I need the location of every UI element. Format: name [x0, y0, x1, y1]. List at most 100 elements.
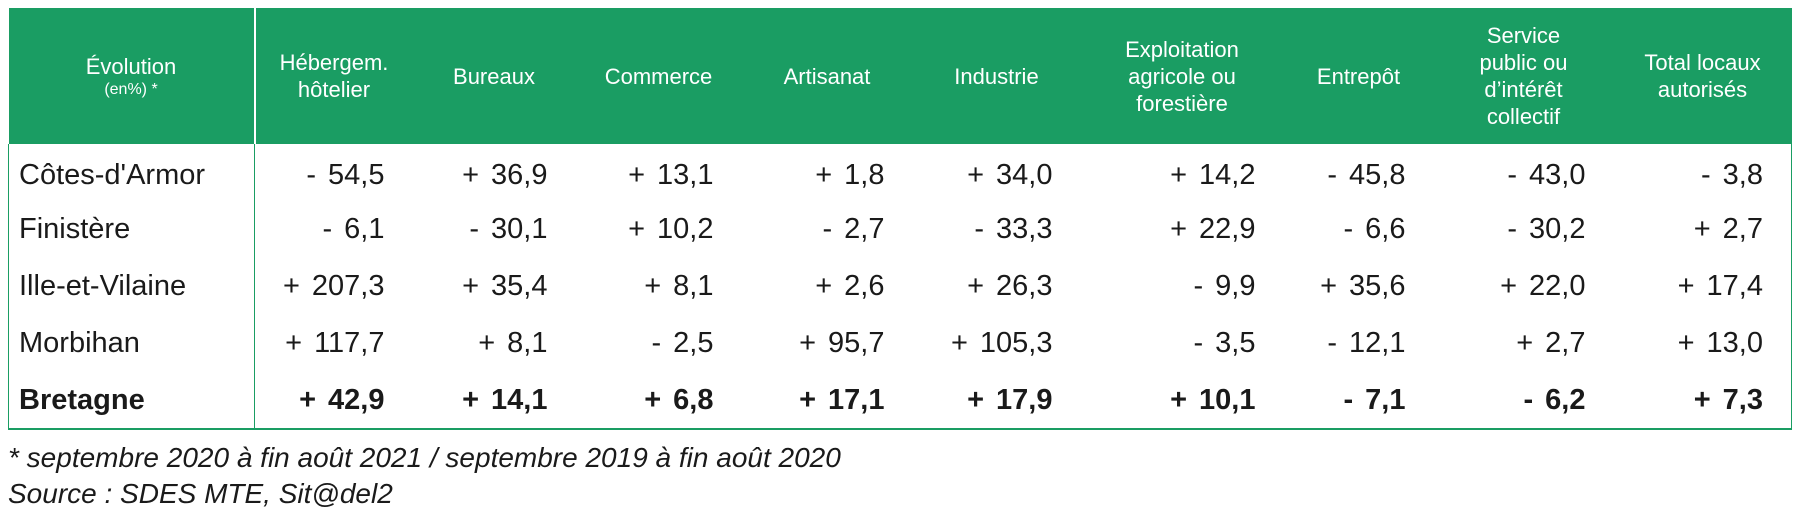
table-cell: +7,3	[1614, 372, 1792, 429]
cell-sign: +	[1170, 383, 1188, 416]
table-cell: -43,0	[1434, 144, 1614, 201]
cell-sign: +	[799, 383, 817, 416]
row-label: Bretagne	[8, 372, 255, 429]
table-cell: -3,8	[1614, 144, 1792, 201]
table-cell: +13,1	[576, 144, 742, 201]
header-col-line: Bureaux	[453, 63, 535, 89]
table-cell: +36,9	[413, 144, 576, 201]
table-cell: -33,3	[913, 201, 1081, 258]
header-evolution-label: Évolution	[85, 53, 177, 79]
cell-value: 2,6	[844, 270, 885, 302]
cell-value: 8,1	[673, 270, 714, 302]
header-row: Évolution (en%) * Hébergem. hôtelier Burea…	[8, 8, 1792, 144]
header-col: Hébergem. hôtelier	[254, 8, 413, 144]
cell-sign: +	[1693, 213, 1711, 245]
header-col-line: forestière	[1136, 90, 1228, 116]
cell-sign: -	[1343, 383, 1354, 416]
cell-value: 22,9	[1199, 213, 1256, 245]
header-col: Entrepôt	[1283, 8, 1434, 144]
header-col-line: Hébergem.	[279, 50, 389, 75]
table-cell: -6,6	[1284, 201, 1434, 258]
cell-value: 30,1	[491, 213, 548, 245]
cell-value: 43,0	[1529, 159, 1586, 191]
table-cell: -9,9	[1081, 258, 1284, 315]
table-cell: +6,8	[576, 372, 742, 429]
footnote-period: * septembre 2020 à fin août 2021 / septe…	[8, 442, 841, 473]
header-evolution-unit: (en%) *	[104, 80, 158, 98]
table-row: Ille-et-Vilaine +207,3 +35,4 +8,1 +2,6 +26,3-…	[8, 258, 1792, 315]
cell-sign: +	[1693, 383, 1711, 416]
cell-value: 117,7	[314, 327, 385, 359]
cell-sign: +	[967, 159, 985, 191]
header-col: Industrie	[912, 8, 1081, 144]
cell-value: 2,5	[673, 327, 714, 359]
table-cell: +22,9	[1081, 201, 1284, 258]
cell-sign: +	[1500, 270, 1518, 302]
header-col-line: hôtelier	[297, 77, 371, 102]
cell-sign: +	[1170, 213, 1188, 245]
cell-sign: +	[285, 327, 303, 359]
header-col-line: Industrie	[954, 63, 1039, 89]
cell-value: 7,1	[1365, 383, 1406, 416]
cell-sign: -	[822, 213, 833, 245]
table-cell: +26,3	[913, 258, 1081, 315]
evolution-table: Évolution (en%) * Hébergem. hôtelier Burea…	[8, 8, 1792, 430]
cell-value: 7,3	[1722, 383, 1763, 416]
cell-value: 17,1	[828, 383, 885, 416]
row-label: Morbihan	[8, 315, 255, 372]
table-cell: +117,7	[255, 315, 413, 372]
cell-sign: +	[1516, 327, 1534, 359]
table-cell: +1,8	[742, 144, 913, 201]
table-cell: +10,1	[1081, 372, 1284, 429]
cell-value: 12,1	[1349, 327, 1406, 359]
cell-value: 207,3	[311, 270, 385, 302]
cell-sign: +	[1170, 159, 1188, 191]
table-cell: -54,5	[255, 144, 413, 201]
cell-value: 14,2	[1199, 159, 1256, 191]
table-cell: +42,9	[255, 372, 413, 429]
footnote: * septembre 2020 à fin août 2021 / septe…	[8, 440, 841, 512]
cell-sign: -	[974, 213, 985, 245]
cell-value: 10,1	[1199, 383, 1256, 416]
cell-value: 3,8	[1722, 159, 1763, 191]
table-cell: +2,7	[1614, 201, 1792, 258]
cell-sign: -	[1327, 327, 1338, 359]
table-cell: -6,2	[1434, 372, 1614, 429]
evolution-table-container: Évolution (en%) * Hébergem. hôtelier Burea…	[8, 8, 1792, 430]
cell-value: 17,4	[1706, 270, 1763, 302]
table-cell: +8,1	[413, 315, 576, 372]
table-cell: +35,4	[413, 258, 576, 315]
cell-sign: +	[1320, 270, 1338, 302]
cell-sign: -	[651, 327, 662, 359]
cell-value: 36,9	[491, 159, 548, 191]
cell-value: 3,5	[1215, 327, 1256, 359]
cell-value: 6,2	[1545, 383, 1586, 416]
table-row: Morbihan +117,7 +8,1-2,5 +95,7 +105,3-3,5-12…	[8, 315, 1792, 372]
cell-value: 2,7	[1545, 327, 1586, 359]
header-col: Bureaux	[412, 8, 576, 144]
cell-sign: -	[1507, 159, 1518, 191]
cell-sign: +	[462, 383, 480, 416]
cell-value: 2,7	[844, 213, 885, 245]
table-cell: +22,0	[1434, 258, 1614, 315]
cell-value: 95,7	[828, 327, 885, 359]
cell-value: 34,0	[996, 159, 1053, 191]
table-cell: -2,7	[742, 201, 913, 258]
table-row: Finistère -6,1-30,1 +10,2-2,7-33,3 +22,9-6,…	[8, 201, 1792, 258]
table-cell: +105,3	[913, 315, 1081, 372]
header-col: Service public ou d’intérêt collectif	[1433, 8, 1614, 144]
cell-value: 10,2	[657, 213, 714, 245]
header-col-line: collectif	[1486, 104, 1561, 129]
cell-sign: -	[1327, 159, 1338, 191]
cell-value: 30,2	[1529, 213, 1586, 245]
table-cell: +2,7	[1434, 315, 1614, 372]
cell-sign: +	[799, 327, 817, 359]
table-cell: +10,2	[576, 201, 742, 258]
cell-value: 13,1	[657, 159, 714, 191]
header-col-line: Total locaux	[1644, 50, 1761, 75]
header-col-line: autorisés	[1657, 77, 1748, 102]
header-col-line: public ou	[1479, 50, 1568, 75]
header-col: Exploitation agricole ou forestière	[1080, 8, 1284, 144]
cell-sign: -	[1701, 159, 1711, 191]
cell-sign: +	[815, 270, 833, 302]
